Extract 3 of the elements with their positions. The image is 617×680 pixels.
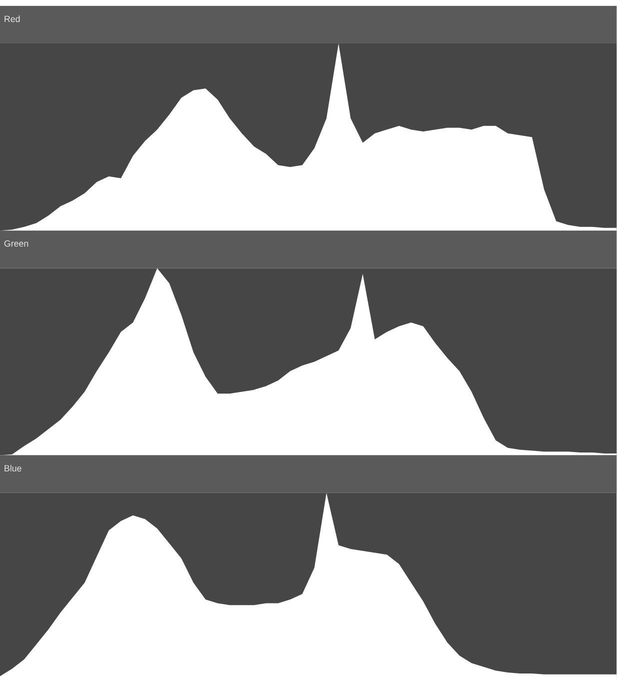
chart-title: Red [4,16,20,22]
chart-title: Blue [4,464,22,472]
chart-title: Green [4,240,28,247]
